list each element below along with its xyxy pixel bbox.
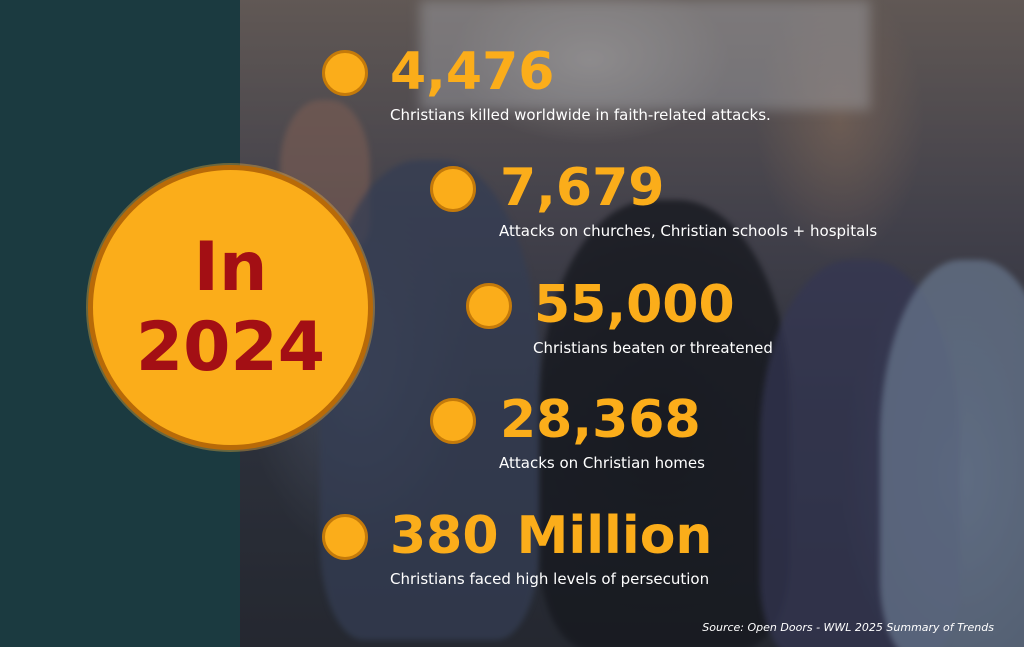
person-figure	[880, 260, 1024, 647]
bullet-dot-icon	[322, 514, 368, 560]
person-figure	[320, 160, 540, 640]
stat-label: Christians beaten or threatened	[533, 339, 773, 357]
stat-value: 380 Million	[390, 506, 713, 566]
bullet-dot-icon	[466, 283, 512, 329]
stat-value: 7,679	[500, 158, 665, 218]
bullet-dot-icon	[430, 166, 476, 212]
person-figure	[540, 200, 790, 647]
year-badge-year: 2024	[135, 307, 326, 387]
bullet-dot-icon	[430, 398, 476, 444]
stat-value: 55,000	[534, 275, 735, 335]
stat-value: 28,368	[500, 390, 701, 450]
projector-screen	[420, 0, 870, 110]
bullet-dot-icon	[322, 50, 368, 96]
year-badge: In 2024	[88, 165, 373, 450]
stat-label: Attacks on Christian homes	[499, 454, 705, 472]
year-badge-prefix: In	[193, 227, 268, 307]
stat-label: Christians faced high levels of persecut…	[390, 570, 710, 588]
stat-label: Christians killed worldwide in faith-rel…	[390, 106, 771, 124]
stat-label: Attacks on churches, Christian schools +…	[499, 222, 878, 240]
source-citation: Source: Open Doors - WWL 2025 Summary of…	[702, 621, 994, 634]
stat-value: 4,476	[390, 42, 555, 102]
